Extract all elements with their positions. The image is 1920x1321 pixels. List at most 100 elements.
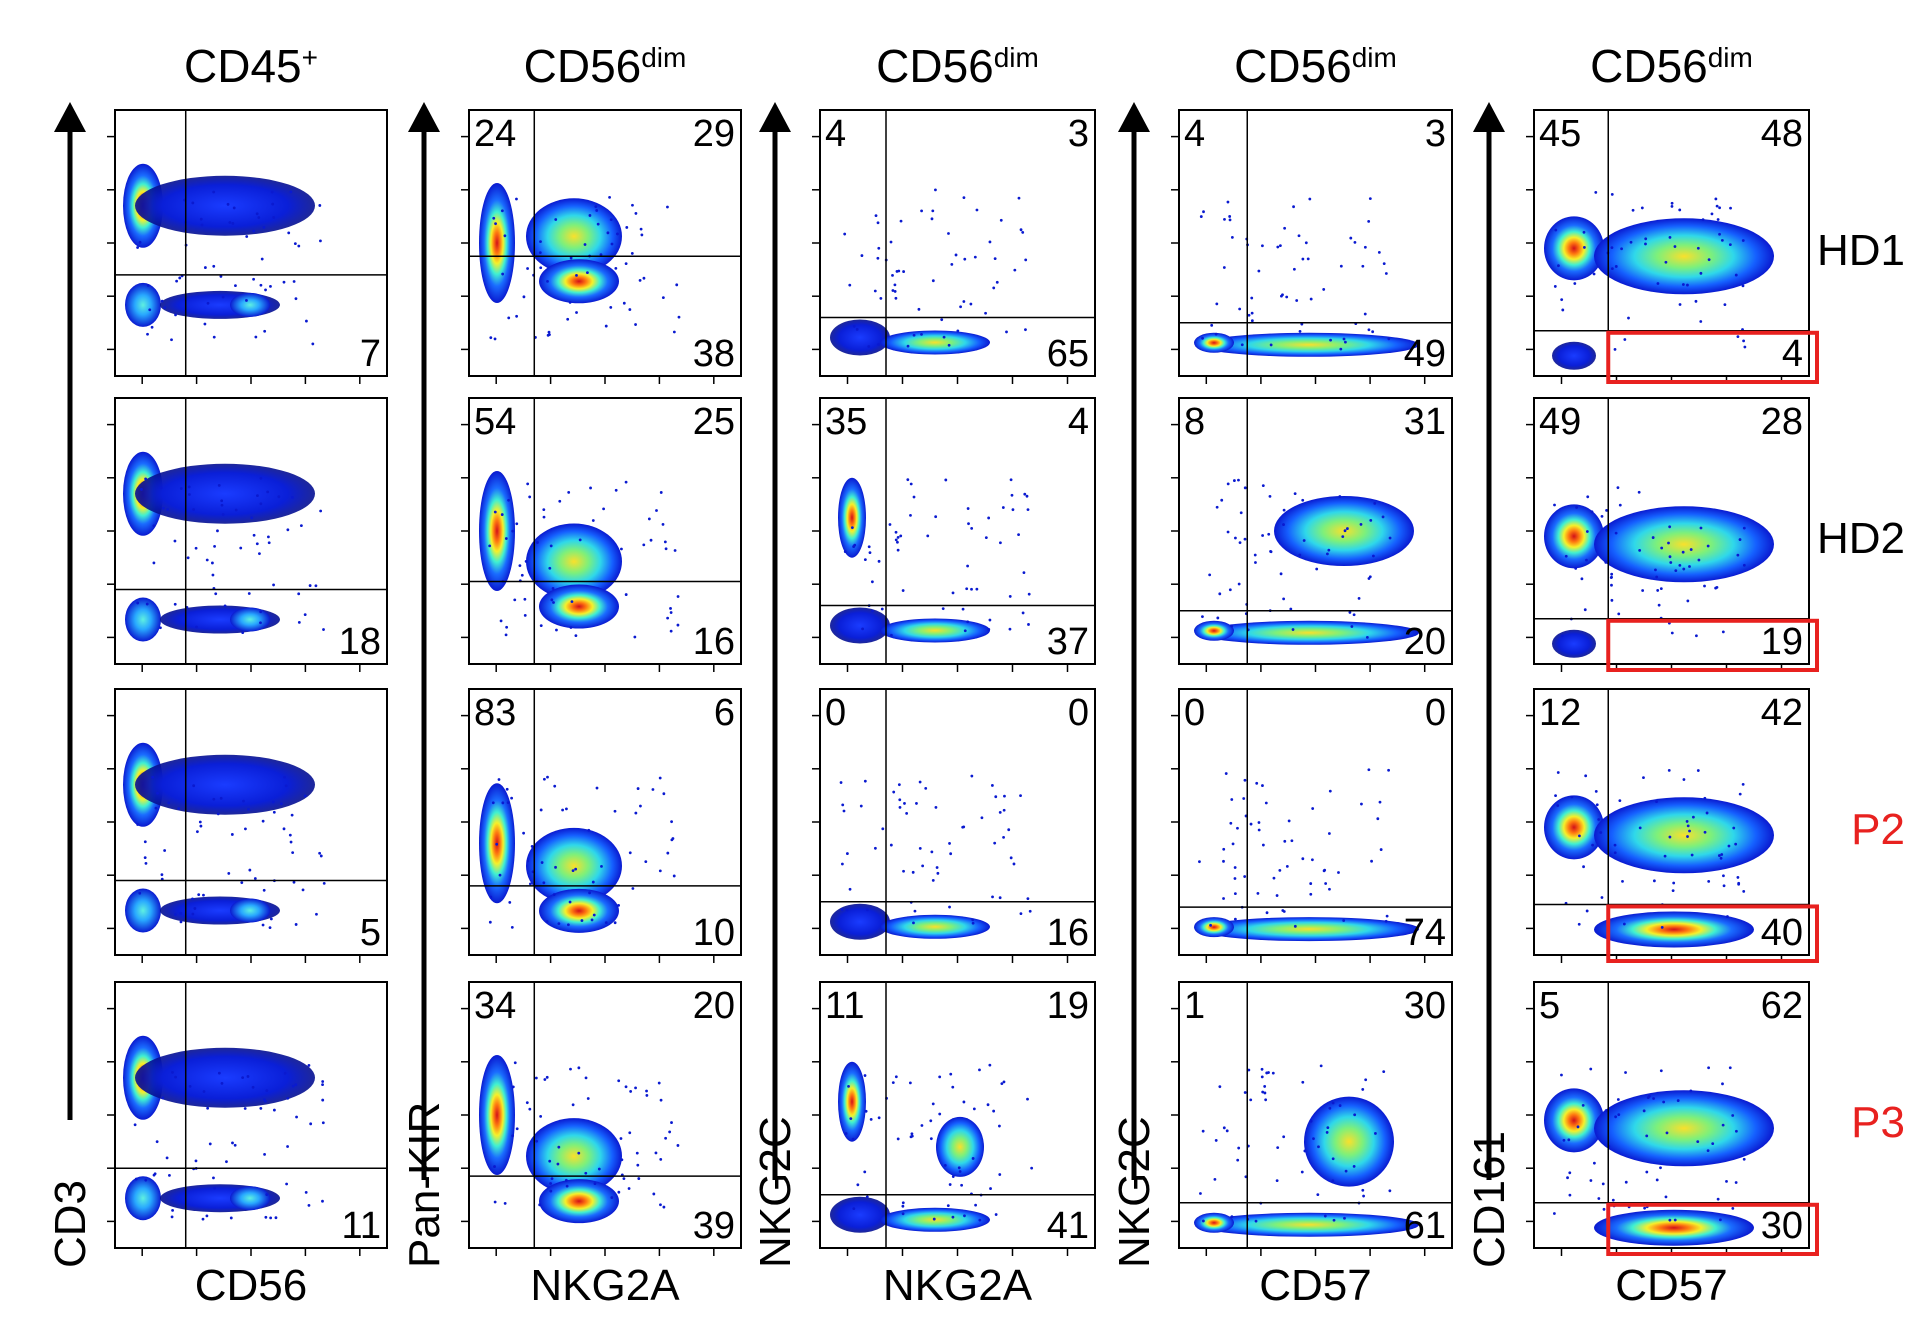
event-dot (1655, 800, 1658, 804)
event-dot (1556, 804, 1560, 807)
event-dot (1624, 1180, 1628, 1184)
event-dot (1584, 774, 1588, 778)
quadrant-percent-upper-left: 0 (1184, 692, 1205, 734)
event-dot (902, 270, 906, 273)
event-dot (1681, 283, 1685, 286)
event-dot (1722, 874, 1725, 878)
event-dot (227, 872, 231, 875)
event-dot (931, 1102, 935, 1106)
event-dot (1233, 877, 1237, 880)
cell-population (830, 1196, 890, 1233)
event-dot (876, 221, 880, 225)
event-dot (910, 1134, 914, 1138)
event-dot (624, 1085, 628, 1089)
event-dot (639, 227, 643, 231)
event-dot (1585, 558, 1588, 562)
event-dot (896, 1137, 900, 1141)
event-dot (1665, 1131, 1669, 1135)
cell-population (539, 259, 619, 304)
event-dot (525, 1101, 529, 1105)
event-dot (280, 802, 283, 806)
event-dot (304, 1190, 308, 1194)
event-dot (1024, 328, 1027, 332)
event-dot (1597, 1197, 1601, 1200)
event-dot (1585, 909, 1589, 913)
quadrant-percent-lower-right: 65 (1047, 333, 1089, 375)
event-dot (861, 627, 864, 631)
event-dot (1344, 1169, 1348, 1173)
event-dot (951, 1085, 955, 1089)
event-dot (661, 296, 665, 299)
event-dot (647, 517, 651, 521)
event-dot (195, 830, 199, 834)
event-dot (1364, 1078, 1368, 1082)
event-dot (261, 819, 265, 823)
density-plot (123, 742, 326, 933)
cell-population (526, 523, 622, 600)
cell-population (1594, 797, 1774, 874)
facs-panel: 0 0 74 (1171, 688, 1453, 963)
event-dot (217, 483, 221, 487)
event-dot (988, 240, 992, 244)
event-dot (526, 482, 530, 486)
event-dot (1706, 1149, 1710, 1153)
event-dot (1616, 486, 1620, 490)
event-dot (941, 607, 945, 611)
event-dot (286, 1145, 289, 1148)
event-dot (1229, 821, 1233, 825)
event-dot (173, 539, 177, 543)
event-dot (1654, 568, 1657, 572)
event-dot (661, 522, 665, 526)
event-dot (1253, 553, 1257, 557)
event-dot (1645, 1170, 1649, 1174)
event-dot (987, 627, 991, 631)
quadrant-percent-upper-right: 4 (1068, 401, 1089, 443)
cell-population (1544, 504, 1604, 569)
event-dot (1026, 508, 1030, 511)
event-dot (1664, 1195, 1668, 1199)
event-dot (1616, 1098, 1620, 1101)
event-dot (1699, 271, 1703, 275)
event-dot (214, 592, 218, 596)
event-dot (954, 253, 958, 257)
event-dot (493, 510, 497, 514)
event-dot (234, 508, 238, 512)
event-dot (554, 865, 557, 869)
event-dot (1243, 1091, 1247, 1094)
event-dot (863, 558, 867, 562)
event-dot (1315, 567, 1319, 571)
event-dot (567, 490, 571, 494)
event-dot (995, 280, 999, 284)
event-dot (1685, 820, 1689, 823)
event-dot (1560, 298, 1564, 302)
event-dot (1026, 897, 1030, 901)
event-dot (627, 1187, 631, 1190)
event-dot (557, 922, 561, 926)
event-dot (191, 201, 195, 205)
event-dot (307, 1203, 311, 1207)
quadrant-percent-upper-right: 25 (693, 401, 735, 443)
event-dot (1357, 597, 1361, 600)
event-dot (1264, 1098, 1268, 1102)
event-dot (918, 780, 922, 784)
event-dot (264, 1215, 268, 1219)
event-dot (1697, 558, 1701, 562)
event-dot (1655, 575, 1659, 579)
event-dot (1717, 854, 1721, 857)
quadrant-percent-upper-left: 54 (474, 401, 516, 443)
event-dot (1282, 1135, 1286, 1139)
quadrant-percent-lower-right: 30 (1761, 1205, 1803, 1247)
event-dot (504, 633, 508, 637)
quadrant-percent-lower-right: 37 (1047, 621, 1089, 663)
event-dot (1268, 495, 1272, 498)
event-dot (1331, 1101, 1335, 1105)
cell-population (125, 888, 161, 933)
event-dot (1361, 1088, 1365, 1091)
event-dot (852, 545, 856, 548)
event-dot (1388, 1189, 1392, 1193)
event-dot (849, 1117, 853, 1121)
event-dot (177, 807, 181, 810)
quadrant-percent-lower-right: 74 (1404, 912, 1446, 954)
event-dot (1243, 537, 1247, 541)
event-dot (896, 535, 900, 539)
